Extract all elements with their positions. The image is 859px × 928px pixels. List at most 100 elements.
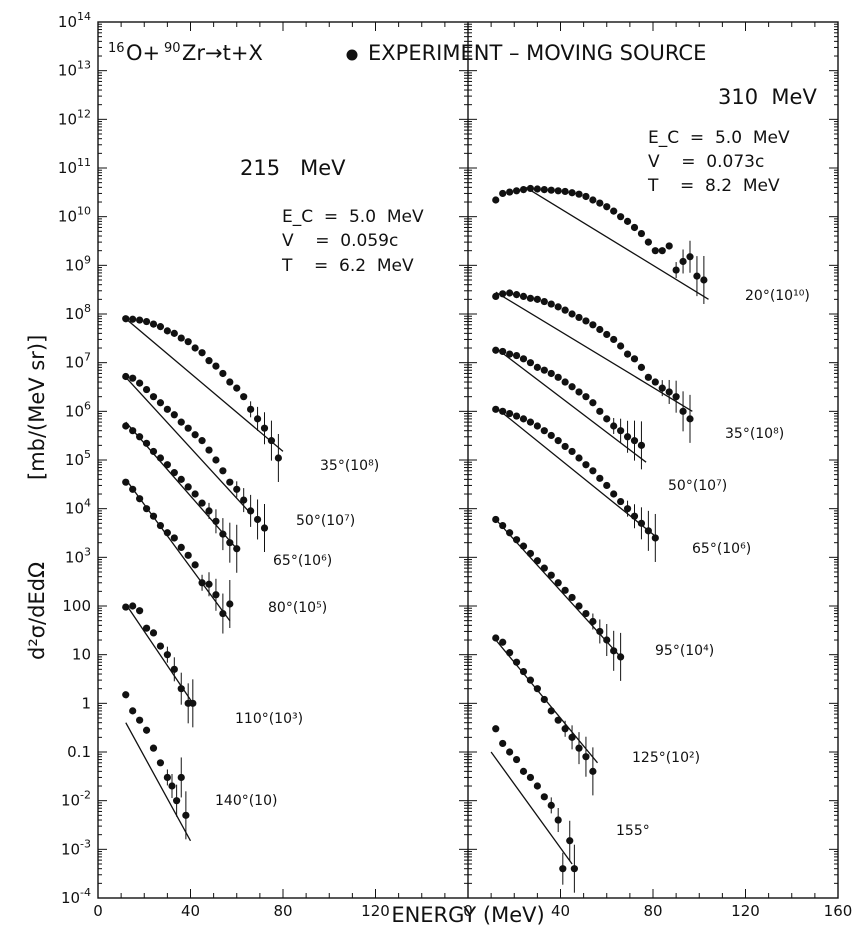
right-beam-energy: 310 MeV — [718, 85, 817, 109]
data-point — [568, 733, 576, 741]
data-point — [182, 811, 190, 819]
data-point — [205, 507, 213, 515]
y-tick-label: 1012 — [58, 107, 91, 128]
data-point — [575, 388, 583, 396]
data-point — [533, 363, 541, 371]
data-point — [191, 561, 199, 569]
series-right-3 — [492, 405, 659, 562]
data-point — [189, 699, 197, 707]
data-point — [533, 557, 541, 565]
data-point — [129, 315, 137, 323]
data-point — [651, 534, 659, 542]
data-point — [226, 539, 234, 547]
data-point — [533, 422, 541, 430]
data-point — [226, 478, 234, 486]
data-point — [129, 602, 137, 610]
left-angle-labels: 35°(10⁸) 50°(10⁷) 65°(10⁶) 80°(10⁵) 110°… — [215, 458, 379, 809]
data-point — [149, 744, 158, 752]
data-point — [198, 579, 206, 587]
series-left-0 — [122, 315, 284, 482]
moving-source-fit-line — [495, 347, 647, 463]
right-angle-labels: 20°(10¹⁰) 35°(10⁸) 50°(10⁷) 65°(10⁶) 95°… — [616, 288, 810, 839]
data-point — [568, 593, 576, 602]
data-point — [575, 454, 583, 462]
data-point — [219, 369, 227, 378]
title-mass-90: 90 — [164, 41, 181, 56]
data-point — [665, 388, 673, 396]
data-point — [233, 485, 241, 493]
label-left-140: 140°(10) — [215, 793, 277, 809]
y-tick-label: 10-3 — [61, 837, 91, 858]
label-left-35: 35°(10⁸) — [320, 458, 379, 474]
series-left-5 — [122, 691, 192, 842]
data-point — [142, 505, 151, 513]
chart-title: 16 O+ 90 Zr→t+X EXPERIMENT – MOVING SOUR… — [108, 41, 706, 65]
data-point — [149, 629, 158, 637]
data-point — [156, 323, 165, 331]
series-right-0 — [492, 184, 709, 304]
y-tick-label: 107 — [65, 351, 91, 372]
data-point — [512, 755, 521, 764]
data-point — [526, 418, 535, 426]
data-point — [554, 716, 562, 724]
data-point — [142, 439, 151, 447]
data-point — [122, 603, 130, 611]
data-point — [499, 521, 507, 530]
data-point — [136, 716, 144, 724]
data-point — [506, 350, 514, 358]
data-point — [512, 291, 521, 299]
data-point — [253, 415, 262, 423]
data-point — [184, 483, 192, 491]
data-point — [177, 334, 185, 342]
x-tick-label: 80 — [643, 902, 662, 920]
data-point — [163, 529, 171, 537]
data-point — [170, 665, 178, 673]
data-point — [149, 512, 158, 520]
data-point — [506, 289, 514, 297]
data-point — [547, 707, 555, 715]
y-tick-label: 10 — [72, 646, 91, 664]
axis-ticks — [97, 21, 839, 899]
axis-tick-labels: 10-410-310-20.11101001031041051061071081… — [58, 10, 852, 920]
data-point — [173, 797, 181, 805]
data-point — [163, 651, 171, 659]
data-point — [219, 530, 227, 538]
x-tick-label: 80 — [273, 902, 292, 920]
data-point — [260, 424, 269, 432]
data-point — [589, 467, 597, 475]
x-tick-label: 0 — [463, 902, 473, 920]
data-point — [191, 344, 199, 352]
data-point — [568, 383, 576, 391]
data-point — [240, 496, 248, 504]
data-point — [122, 315, 130, 323]
data-point — [233, 384, 241, 392]
data-point — [205, 580, 213, 588]
data-point — [693, 272, 701, 280]
title-oxygen: O+ — [126, 41, 160, 65]
data-point — [547, 300, 555, 308]
data-point — [630, 355, 639, 363]
label-left-50: 50°(10⁷) — [296, 513, 355, 529]
label-right-20: 20°(10¹⁰) — [745, 288, 810, 304]
data-point — [554, 437, 562, 445]
y-tick-label: 108 — [65, 302, 91, 323]
data-point — [519, 542, 528, 550]
data-point — [184, 551, 192, 559]
label-left-65: 65°(10⁶) — [273, 553, 332, 569]
data-point — [623, 217, 632, 225]
data-point — [142, 385, 151, 394]
y-tick-label: 1011 — [58, 156, 91, 177]
data-point — [499, 407, 507, 415]
data-point — [142, 726, 151, 734]
data-point — [533, 295, 541, 303]
x-tick-label: 40 — [551, 902, 570, 920]
data-point — [630, 512, 639, 520]
left-panel-series — [122, 315, 284, 842]
data-point — [644, 238, 652, 246]
label-right-125: 125°(10²) — [632, 750, 700, 766]
data-point — [136, 607, 144, 615]
data-point — [610, 422, 618, 430]
y-tick-label: 104 — [65, 497, 91, 518]
right-param-t: T = 8.2 MeV — [647, 176, 780, 196]
data-point — [205, 446, 213, 454]
